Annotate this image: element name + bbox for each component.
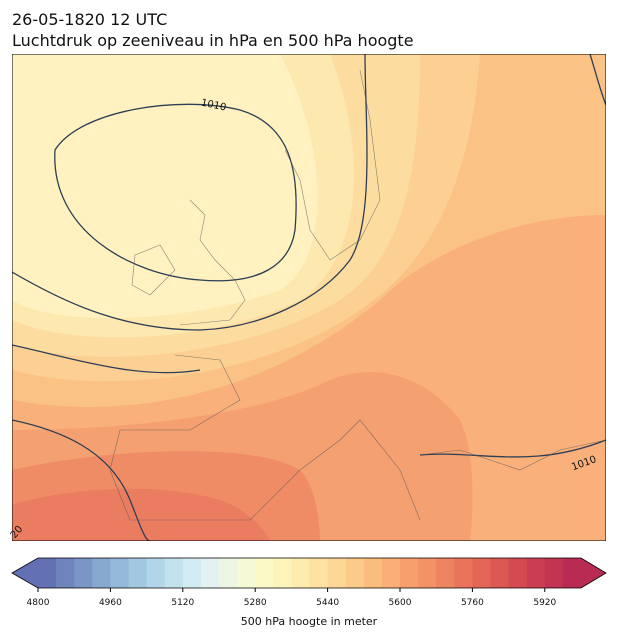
coastline (419, 439, 606, 471)
colorbar-swatch (110, 558, 129, 588)
title: 26-05-1820 12 UTC (12, 10, 167, 29)
coastlines (109, 69, 606, 521)
colorbar-swatch (56, 558, 75, 588)
colorbar-swatch (381, 558, 401, 588)
colorbar-tick-label: 5280 (244, 598, 267, 608)
coastline (109, 354, 421, 521)
colorbar-swatch (255, 558, 274, 588)
coastline (131, 244, 176, 296)
coastline (179, 199, 246, 326)
colorbar-swatch (92, 558, 111, 588)
subtitle: Luchtdruk op zeeniveau in hPa en 500 hPa… (12, 31, 414, 50)
colorbar-tick-label: 5760 (461, 598, 484, 608)
colorbar-swatch (237, 558, 256, 588)
colorbar-swatch (345, 558, 365, 588)
isobar (54, 103, 297, 282)
colorbar-swatch (146, 558, 166, 588)
isobar (12, 419, 151, 541)
colorbar-swatch (508, 558, 528, 588)
colorbar-tick-label: 4960 (99, 598, 122, 608)
colorbar-swatch (418, 558, 437, 588)
colorbar-swatch (219, 558, 238, 588)
height-band (12, 488, 270, 541)
colorbar-swatch (200, 558, 220, 588)
colorbar-tick-label: 4800 (27, 598, 50, 608)
colorbar-swatch (544, 558, 564, 588)
colorbar-swatch (327, 558, 347, 588)
colorbar-swatch (38, 558, 57, 588)
colorbar-swatch (454, 558, 473, 588)
colorbar-swatch (74, 558, 93, 588)
colorbar-swatch (273, 558, 292, 588)
colorbar-swatch (182, 558, 202, 588)
colorbar-swatch (490, 558, 509, 588)
contour-label: 1010 (200, 98, 227, 114)
colorbar-swatch (363, 558, 383, 588)
colorbar-extend-high (581, 558, 606, 588)
coastline (284, 69, 381, 261)
colorbar-label: 500 hPa hoogte in meter (241, 615, 378, 628)
colorbar-tick-label: 5120 (171, 598, 194, 608)
isobar (419, 439, 606, 458)
isobar (589, 54, 606, 106)
isobar (12, 54, 368, 331)
colorbar-swatch (400, 558, 419, 588)
colorbar-swatch (436, 558, 455, 588)
colorbar-swatch (309, 558, 328, 588)
colorbar-extend-low (12, 558, 38, 588)
colorbar-swatch (472, 558, 491, 588)
colorbar-tick-label: 5920 (533, 598, 556, 608)
colorbar-swatch (128, 558, 147, 588)
isobar (12, 344, 201, 374)
colorbar-tick-label: 5600 (389, 598, 412, 608)
colorbar-swatch (291, 558, 310, 588)
map (12, 54, 606, 541)
colorbar: 4800 4960 5120 5280 5440 5600 5760 5920 (11, 557, 607, 608)
colorbar-swatch (526, 558, 546, 588)
colorbar-swatch (562, 558, 582, 588)
colorbar-tick-label: 5440 (316, 598, 339, 608)
colorbar-swatch (164, 558, 184, 588)
pressure-contours (12, 54, 606, 541)
